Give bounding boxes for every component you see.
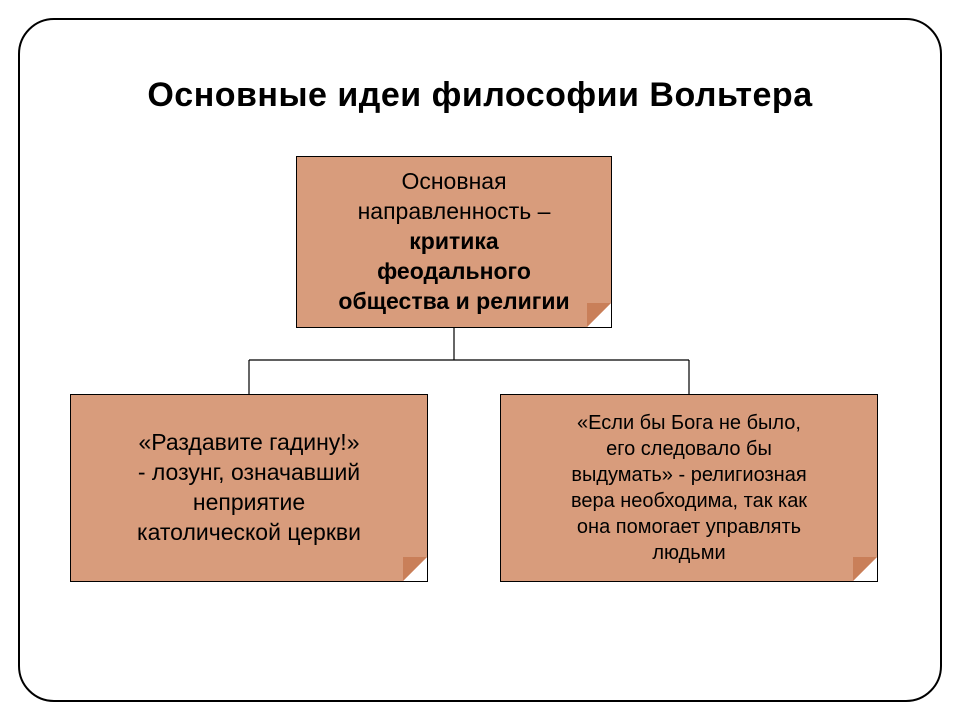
dogear-fold [587, 303, 611, 327]
node-text-line: людьми [652, 540, 725, 566]
node-text-line: вера необходима, так как [571, 488, 807, 514]
connector-lines [20, 20, 940, 700]
node-text-line: его следовало бы [606, 436, 772, 462]
node-main-direction: Основнаянаправленность –критикафеодально… [296, 156, 612, 328]
node-text-line: направленность – [358, 197, 551, 227]
node-text-line: феодального [377, 257, 531, 287]
node-text-line: выдумать» - религиозная [571, 462, 806, 488]
node-god-invent: «Если бы Бога не было,его следовало бывы… [500, 394, 878, 582]
slide-frame: Основные идеи философии Вольтера Основна… [18, 18, 942, 702]
node-text-line: критика [409, 227, 498, 257]
node-crush-infamy: «Раздавите гадину!»- лозунг, означавшийн… [70, 394, 428, 582]
slide-title: Основные идеи философии Вольтера [20, 76, 940, 115]
dogear-fold [403, 557, 427, 581]
node-text-line: Основная [401, 167, 506, 197]
node-text-line: католической церкви [137, 518, 361, 548]
node-text-line: «Если бы Бога не было, [577, 410, 801, 436]
node-text-line: общества и религии [338, 287, 569, 317]
node-text-line: она помогает управлять [577, 514, 801, 540]
node-text-line: - лозунг, означавший [138, 458, 360, 488]
node-text-line: неприятие [193, 488, 305, 518]
node-text-line: «Раздавите гадину!» [138, 428, 359, 458]
dogear-fold [853, 557, 877, 581]
